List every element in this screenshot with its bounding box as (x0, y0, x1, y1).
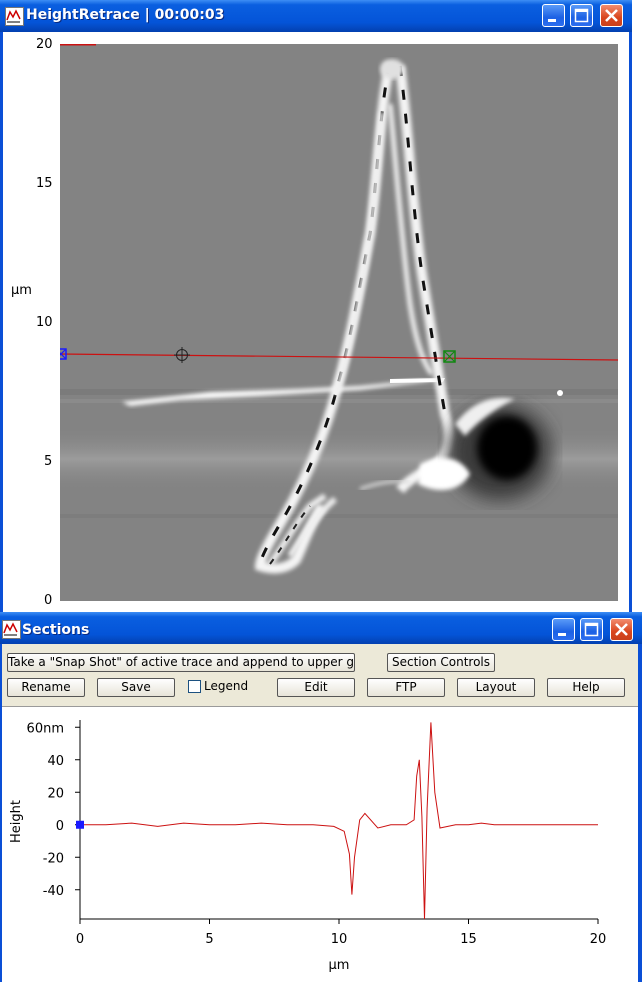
x-tick-label: 10 (331, 932, 348, 947)
close-button[interactable] (600, 4, 623, 27)
height-retrace-window: HeightRetrace | 00:00:03 µm 20 15 10 5 0 (0, 0, 632, 612)
y-tick-label: 60nm (27, 721, 64, 736)
section-controls-button[interactable]: Section Controls (387, 653, 495, 672)
x-axis-label: µm (329, 958, 350, 973)
window-border (0, 32, 3, 612)
y-tick-label: 15 (36, 176, 53, 191)
minimize-icon (558, 633, 566, 636)
minimize-button[interactable] (542, 4, 565, 27)
close-icon (605, 9, 618, 22)
cursor-b-marker[interactable] (443, 350, 456, 363)
layout-button[interactable]: Layout (457, 678, 535, 697)
legend-label: Legend (204, 679, 249, 693)
y-tick-label: 5 (44, 454, 53, 469)
y-tick-label: 40 (47, 754, 64, 769)
maximize-button[interactable] (570, 4, 593, 27)
sections-window-titlebar[interactable]: Sections (0, 612, 642, 644)
cursor-a-marker[interactable] (76, 820, 84, 829)
x-tick-label: 20 (590, 932, 607, 947)
close-button[interactable] (610, 618, 633, 641)
snapshot-button[interactable]: Take a "Snap Shot" of active trace and a… (7, 653, 355, 672)
sections-window-title: Sections (22, 622, 90, 638)
y-tick-label: -20 (43, 851, 64, 866)
x-tick-label: 5 (205, 932, 213, 947)
y-tick-label: 20 (47, 786, 64, 801)
maximize-button[interactable] (580, 618, 603, 641)
height-profile-line (80, 722, 598, 920)
section-profile-chart[interactable]: 60nm 40 20 0 -20 -40 0 5 10 15 20 Height µm (0, 708, 638, 982)
ftp-button[interactable]: FTP (367, 678, 445, 697)
cursor-a-marker[interactable] (60, 348, 67, 360)
close-icon (615, 623, 628, 636)
maximize-icon (584, 622, 599, 637)
height-window-title: HeightRetrace | 00:00:03 (26, 7, 225, 23)
minimize-button[interactable] (552, 618, 575, 641)
x-tick-label: 0 (76, 932, 84, 947)
minimize-icon (548, 19, 556, 22)
window-border (629, 32, 632, 612)
legend-checkbox[interactable] (188, 680, 201, 693)
rename-button[interactable]: Rename (7, 678, 85, 697)
save-button[interactable]: Save (97, 678, 175, 697)
window-border (0, 644, 2, 982)
y-axis-unit-label: µm (11, 283, 32, 298)
y-axis-label: Height (9, 800, 24, 843)
maximize-icon (574, 8, 589, 23)
y-tick-label: 0 (56, 819, 64, 834)
y-tick-label: 10 (36, 315, 53, 330)
sections-window: Sections Take a "Snap Shot" of active tr… (0, 612, 642, 982)
chart-app-icon (5, 7, 24, 26)
y-tick-label: -40 (43, 884, 64, 899)
afm-height-image[interactable] (60, 44, 618, 601)
window-border (638, 644, 642, 982)
x-tick-label: 15 (460, 932, 477, 947)
height-window-titlebar[interactable]: HeightRetrace | 00:00:03 (0, 0, 632, 32)
sections-toolbar: Take a "Snap Shot" of active trace and a… (0, 644, 642, 707)
edit-button[interactable]: Edit (277, 678, 355, 697)
chart-app-icon (2, 620, 21, 639)
crosshair-cursor[interactable] (174, 347, 190, 363)
y-tick-label: 20 (36, 37, 53, 52)
y-tick-label: 0 (44, 593, 53, 608)
help-button[interactable]: Help (547, 678, 625, 697)
